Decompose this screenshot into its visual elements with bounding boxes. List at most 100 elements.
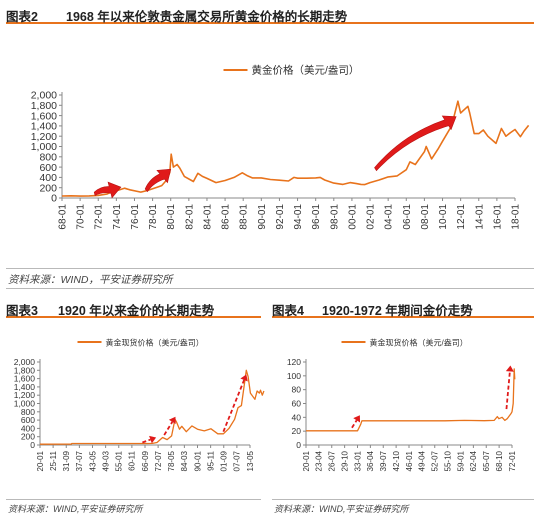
y-tick-label: 2,000 (14, 357, 36, 367)
x-tick-label: 18-01 (511, 204, 522, 230)
x-tick-label: 98-01 (329, 204, 340, 230)
figure2-title: 1968 年以来伦敦贵金属交易所黄金价格的长期走势 (66, 10, 348, 24)
y-tick-label: 400 (39, 172, 57, 184)
y-tick-label: 40 (292, 412, 302, 422)
x-tick-label: 66-09 (141, 450, 150, 471)
x-tick-label: 55-10 (443, 450, 452, 471)
series-line (306, 368, 516, 432)
x-tick-label: 68-10 (495, 450, 504, 471)
y-tick-label: 1,200 (14, 390, 36, 400)
y-tick-label: 800 (39, 151, 57, 163)
trend-arrow (505, 371, 511, 410)
figure3-number: 图表3 (6, 304, 38, 318)
trend-arrow-head (353, 415, 361, 423)
y-tick-label: 600 (21, 415, 35, 425)
x-tick-label: 78-01 (148, 204, 159, 230)
x-tick-label: 04-01 (384, 204, 395, 230)
figure2-source-rule-top (6, 268, 534, 269)
y-tick-label: 1,000 (14, 398, 36, 408)
y-tick-label: 200 (21, 432, 35, 442)
x-tick-label: 49-04 (418, 450, 427, 471)
x-tick-label: 02-01 (366, 204, 377, 230)
y-tick-label: 400 (21, 423, 35, 433)
bottom-source-rule-top-right (272, 499, 534, 500)
trend-arrow-head (149, 435, 157, 444)
x-tick-label: 25-11 (49, 450, 58, 470)
legend-label: 黄金现货价格（美元/盎司） (106, 338, 204, 348)
trend-arrow (144, 168, 172, 193)
figure4-source: 资料来源：WIND,平安证券研究所 (274, 504, 409, 514)
y-tick-label: 1,800 (14, 365, 36, 375)
x-tick-label: 14-01 (474, 204, 485, 230)
x-tick-label: 72-01 (94, 204, 105, 230)
y-tick-label: 100 (287, 371, 301, 381)
y-tick-label: 1,000 (31, 141, 57, 153)
x-tick-label: 13-05 (246, 450, 255, 471)
y-tick-label: 1,600 (14, 374, 36, 384)
x-tick-label: 31-09 (62, 450, 71, 471)
x-tick-label: 06-01 (402, 204, 413, 230)
x-tick-label: 84-01 (202, 204, 213, 230)
y-tick-label: 1,600 (31, 110, 57, 122)
x-tick-label: 95-11 (206, 450, 215, 470)
x-tick-label: 94-01 (293, 204, 304, 230)
chart-gold-price-1920: 黄金现货价格（美元/盎司） 02004006008001,0001,2001,40… (14, 338, 265, 471)
y-tick-label: 1,400 (31, 121, 57, 133)
x-tick-label: 90-01 (193, 450, 202, 471)
trend-arrow-head (168, 416, 176, 424)
figure4-header: 图表4 1920-1972 年期间金价走势 (272, 298, 534, 318)
x-tick-label: 70-01 (76, 204, 87, 230)
series-line (39, 369, 265, 445)
x-tick-label: 80-01 (166, 204, 177, 230)
x-tick-label: 65-07 (482, 450, 491, 471)
y-tick-label: 1,200 (31, 131, 57, 143)
x-tick-label: 20-01 (302, 450, 311, 471)
y-tick-label: 120 (287, 357, 301, 367)
trend-arrow (351, 419, 358, 429)
figure4-title: 1920-1972 年期间金价走势 (322, 304, 473, 318)
chart-gold-price-1920-1972: 黄金现货价格（美元/盎司） 0 20 40 60 80 100 120 20-01 23-04 26… (287, 338, 517, 472)
trend-arrow-head (240, 374, 248, 382)
y-tick-label: 20 (292, 426, 302, 436)
chart-gold-price-1968: 黄金价格（美元/盎司）02004006008001,0001,2001,4001… (31, 64, 530, 230)
y-tick-label: 800 (21, 407, 35, 417)
x-tick-label: 23-04 (315, 450, 324, 471)
x-tick-label: 78-05 (167, 450, 176, 471)
y-tick-label: 60 (292, 398, 302, 408)
x-tick-label: 90-01 (257, 204, 268, 230)
trend-arrow (142, 438, 151, 444)
trend-arrow (222, 379, 245, 433)
figure2-source: 资料来源：WIND，平安证券研究所 (8, 274, 173, 286)
trend-arrow (374, 115, 457, 172)
x-tick-label: 26-07 (328, 450, 337, 471)
x-tick-label: 92-01 (275, 204, 286, 230)
x-tick-label: 12-01 (456, 204, 467, 230)
trend-arrow (163, 421, 174, 436)
x-tick-label: 08-01 (420, 204, 431, 230)
y-tick-label: 0 (51, 193, 57, 205)
x-tick-label: 00-01 (347, 204, 358, 230)
y-tick-label: 200 (39, 182, 57, 194)
figure2-header: 图表2 1968 年以来伦敦贵金属交易所黄金价格的长期走势 (6, 4, 534, 24)
y-tick-label: 1,400 (14, 382, 36, 392)
x-tick-label: 76-01 (130, 204, 141, 230)
bottom-source-rule-top (6, 499, 261, 500)
figure2-number: 图表2 (6, 10, 38, 24)
series-line (61, 100, 530, 197)
x-tick-label: 36-04 (366, 450, 375, 471)
y-tick-label: 0 (296, 440, 301, 450)
y-tick-label: 2,000 (31, 90, 57, 102)
x-tick-label: 72-07 (154, 450, 163, 471)
x-tick-label: 07-07 (233, 450, 242, 471)
y-tick-label: 1,800 (31, 100, 57, 112)
x-tick-label: 86-01 (221, 204, 232, 230)
x-tick-label: 82-01 (184, 204, 195, 230)
x-tick-label: 72-01 (508, 450, 517, 471)
x-tick-label: 37-07 (75, 450, 84, 471)
x-tick-label: 49-03 (101, 450, 110, 471)
x-tick-label: 84-03 (180, 450, 189, 471)
x-tick-label: 39-07 (379, 450, 388, 471)
figure3-header: 图表3 1920 年以来金价的长期走势 (6, 298, 261, 318)
x-tick-label: 01-09 (220, 450, 229, 471)
figure4-number: 图表4 (272, 304, 304, 318)
